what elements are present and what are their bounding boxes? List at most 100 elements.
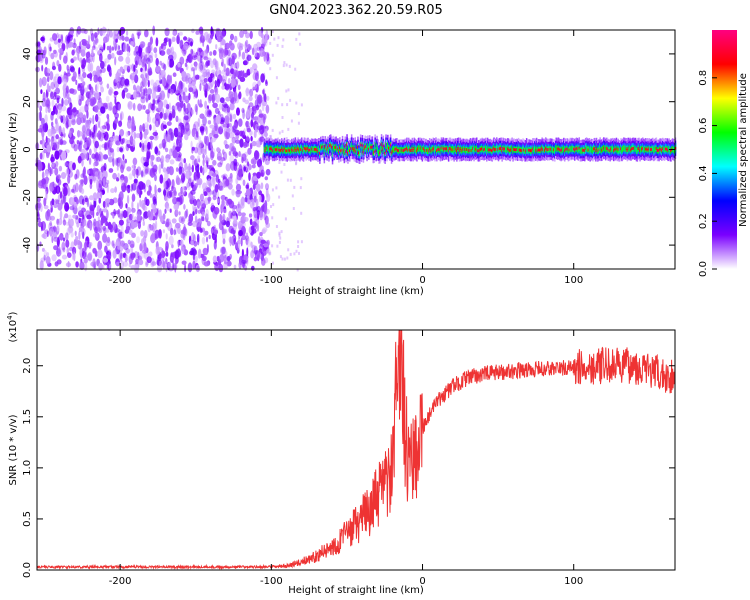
spectrogram-noise-cell (121, 233, 125, 238)
spectrogram-noise-cell (255, 140, 261, 147)
spectrogram-noise-cell (205, 69, 211, 75)
spectrogram-signal-cell (479, 147, 482, 151)
snr-y-ticks: 0.00.51.01.52.0 (22, 358, 675, 578)
spectrogram-noise-cell (155, 220, 158, 230)
spectrogram-noise-cell (300, 103, 303, 107)
spectrogram-noise-cell (114, 112, 119, 119)
spectrogram-noise-cell (283, 61, 286, 65)
spectrogram-signal-cell (292, 146, 295, 153)
spectrogram-noise-cell (159, 215, 164, 223)
spectrogram-signal-cell (516, 148, 518, 151)
spectrogram-noise-cell (209, 150, 214, 161)
spectrogram-signal-cell (647, 148, 649, 152)
spectrogram-noise-cell (143, 161, 149, 167)
spectrogram-signal-cell (330, 145, 333, 149)
spectrogram-signal-cell (295, 149, 297, 152)
spectrogram-signal-cell (353, 149, 356, 153)
spectrogram-noise-cell (88, 157, 92, 165)
spectrogram-noise-cell (297, 112, 300, 116)
spectrogram-signal-cell (593, 147, 595, 151)
spectrogram-noise-cell (148, 67, 152, 76)
spectrogram-noise-cell (111, 221, 117, 231)
spectrogram-signal-cell (494, 148, 496, 151)
spectrogram-noise-cell (46, 252, 50, 257)
spectrogram-signal-cell (486, 147, 488, 154)
spectrogram-noise-cell (181, 246, 185, 255)
spectrogram-noise-cell (88, 243, 92, 249)
spectrogram-noise-cell (55, 134, 59, 140)
spectrogram-signal-cell (580, 147, 582, 154)
spectrogram-signal-cell (645, 148, 648, 152)
spectrogram-noise-cell (129, 253, 133, 259)
spectrogram-noise-cell (251, 244, 256, 254)
spectrogram-signal-cell (537, 148, 540, 152)
spectrogram-noise-cell (252, 63, 258, 71)
spectrogram-noise-cell (73, 144, 78, 152)
spectrogram-noise-cell (45, 190, 48, 201)
spectrogram-noise-cell (147, 46, 151, 52)
spectrogram-signal-cell (535, 145, 538, 152)
spectrogram-noise-cell (40, 117, 45, 126)
spectrogram-signal-cell (602, 146, 604, 153)
spectrogram-noise-cell (202, 164, 208, 173)
spectrogram-noise-cell (142, 88, 146, 97)
spectrogram-noise-cell (181, 187, 184, 192)
spectrogram-noise-cell (142, 88, 146, 97)
spectrogram-noise-cell (199, 35, 203, 44)
spectrogram-noise-cell (240, 202, 245, 209)
spectrogram-noise-cell (241, 130, 246, 138)
spectrogram-noise-cell (56, 251, 62, 256)
spectrogram-noise-cell (258, 113, 264, 118)
spectrogram-signal-cell (549, 147, 551, 151)
spectrogram-noise-cell (69, 109, 73, 116)
spectrogram-noise-cell (190, 189, 196, 195)
spectrogram-noise-cell (255, 124, 258, 131)
snr-y-label: SNR (10 * v/v) (8, 414, 19, 485)
spectrogram-noise-cell (67, 252, 72, 258)
spectrogram-noise-cell (112, 172, 117, 180)
spectrogram-noise-cell (138, 181, 144, 191)
spectrogram-noise-cell (231, 137, 235, 147)
spectrogram-noise-cell (217, 34, 221, 42)
spectrogram-noise-cell (79, 261, 85, 271)
spectrogram-signal-cell (310, 147, 312, 154)
spectrogram-noise-cell (100, 106, 106, 114)
spectrogram-noise-cell (70, 197, 75, 206)
spectrogram-noise-cell (167, 221, 173, 232)
spectrogram-noise-cell (199, 83, 202, 91)
spectrogram-noise-cell (187, 222, 193, 226)
spectrogram-noise-cell (235, 183, 242, 192)
spectrogram-noise-cell (57, 76, 62, 85)
spectrogram-noise-cell (51, 198, 55, 206)
spectrogram-noise-cell (166, 48, 171, 55)
spectrogram-noise-cell (106, 83, 110, 89)
spectrogram-signal-cell (576, 147, 579, 151)
spectrogram-noise-cell (66, 122, 69, 130)
spectrogram-signal-cell (396, 147, 398, 151)
spectrogram-signal-cell (504, 147, 506, 151)
spectrogram-noise-cell (212, 71, 215, 80)
spectrogram-noise-cell (78, 98, 82, 106)
spectrogram-noise-cell (196, 226, 202, 231)
spectrogram-signal-cell (467, 147, 469, 154)
spectrogram-signal-cell (443, 148, 445, 151)
spectrogram-noise-cell (42, 123, 48, 133)
spectrogram-noise-cell (172, 142, 176, 152)
spectrogram-noise-cell (278, 131, 281, 135)
spectrogram-noise-cell (91, 45, 96, 51)
colorbar-label: Normalized spectral amplitude (738, 73, 749, 227)
spectrogram-noise-cell (233, 264, 237, 269)
spectrogram-noise-cell (196, 218, 201, 228)
spectrogram-noise-cell (231, 145, 236, 155)
spectrogram-noise-cell (214, 236, 217, 244)
spectrogram-signal-cell (394, 148, 396, 152)
spectrogram-noise-cell (219, 254, 225, 263)
spectrogram-signal-cell (447, 149, 450, 153)
spectrogram-noise-cell (197, 117, 201, 128)
spectrogram-noise-cell (197, 266, 200, 271)
spectrogram-noise-cell (298, 32, 301, 36)
spectrogram-noise-cell (79, 140, 83, 145)
spectrogram-signal-cell (359, 150, 361, 157)
spectrogram-noise-cell (188, 87, 194, 93)
